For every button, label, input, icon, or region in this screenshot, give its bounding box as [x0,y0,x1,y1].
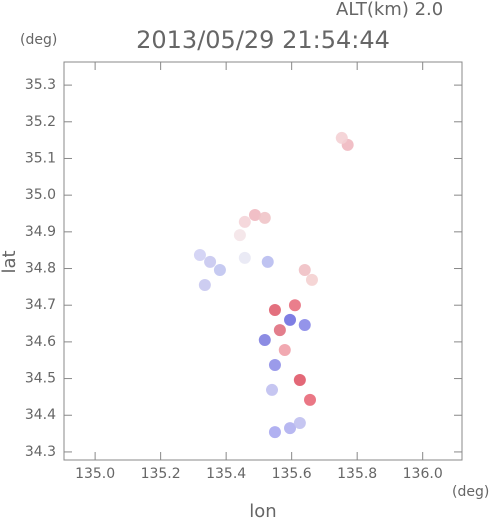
echo-point [293,374,306,387]
echo-point [273,324,286,337]
x-tick-label: 135.2 [141,466,181,482]
echo-point [305,273,318,286]
y-axis-label: lat [0,250,20,273]
plot-frame [63,61,463,461]
echo-point [266,383,279,396]
y-tick-label: 35.0 [25,187,56,203]
x-unit: (deg) [452,484,489,500]
echo-point [258,334,271,347]
echo-point [258,211,271,224]
echo-point [248,208,261,221]
x-tick-label: 135.4 [206,466,246,482]
echo-point [233,229,246,242]
echo-point [268,358,281,371]
y-tick-label: 35.1 [25,150,56,166]
x-tick-label: 135.8 [337,466,377,482]
y-tick-label: 34.5 [25,371,56,387]
y-tick-label: 34.9 [25,224,56,240]
y-tick-label: 34.4 [25,407,56,423]
echo-point [213,263,226,276]
echo-point [268,426,281,439]
y-tick-label: 35.3 [25,77,56,93]
echo-point [284,422,297,435]
echo-point [288,299,301,312]
annotation: ALT(km) 2.0 [336,0,443,20]
echo-point [268,303,281,316]
echo-point [261,255,274,268]
echo-point [238,215,251,228]
chart-title: 2013/05/29 21:54:44 [136,26,390,54]
y-tick-label: 34.8 [25,261,56,277]
y-tick-label: 34.7 [25,297,56,313]
echo-point [335,131,348,144]
y-tick-label: 35.2 [25,114,56,130]
x-tick-label: 135.0 [75,466,115,482]
echo-point [204,255,217,268]
y-tick-label: 34.3 [25,444,56,460]
echo-point [293,416,306,429]
echo-point [238,251,251,264]
echo-point [278,343,291,356]
echo-point [198,279,211,292]
y-tick-label: 34.6 [25,334,56,350]
x-tick-label: 135.6 [272,466,312,482]
echo-point [298,263,311,276]
echo-point [284,313,297,326]
echo-point [304,393,317,406]
y-unit: (deg) [20,32,57,48]
echo-point [298,319,311,332]
x-tick-label: 136.0 [403,466,443,482]
echo-point [193,248,206,261]
x-axis-label: lon [249,501,276,521]
